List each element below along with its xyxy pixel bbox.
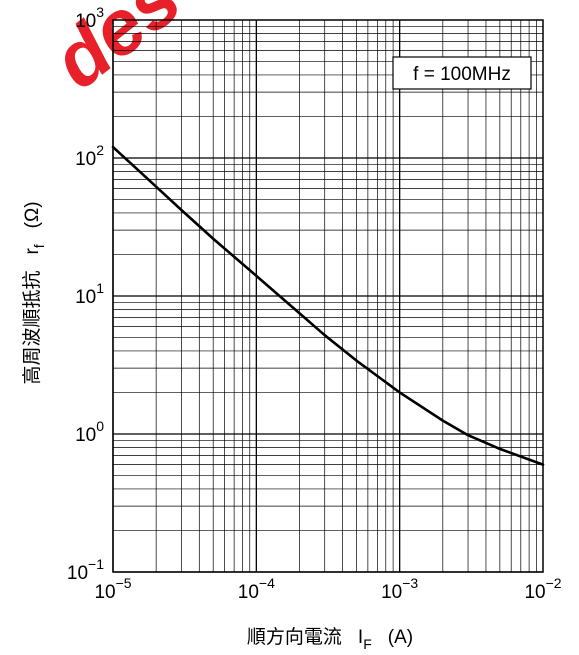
x-tick-label: 10−5 [94, 575, 131, 603]
x-axis-unit: (A) [388, 627, 413, 648]
x-tick-label: 10−4 [238, 575, 275, 603]
annotation-frame [392, 56, 532, 90]
annotation-text: f = 100MHz [413, 64, 511, 85]
x-axis-symbol: I [358, 627, 363, 648]
x-axis-label-text: 順方向電流 [247, 626, 342, 648]
x-tick-labels: 10−5 10−4 10−3 10−2 [94, 575, 561, 603]
y-axis-label: 高周波順抵抗 rf (Ω) [21, 201, 47, 384]
y-axis-symbol-sub: f [31, 244, 47, 248]
x-tick-label: 10−3 [381, 575, 418, 603]
series-line-0 [111, 145, 545, 466]
y-tick-label: 103 [75, 4, 104, 32]
plot-frame [112, 19, 544, 573]
y-tick-labels: 10−1 100 101 102 103 [67, 4, 104, 584]
y-tick-label: 100 [75, 418, 104, 446]
y-tick-label: 102 [75, 142, 104, 170]
y-axis-unit: (Ω) [22, 201, 43, 228]
y-tick-label: 101 [75, 280, 104, 308]
y-tick-label: 10−1 [67, 556, 104, 584]
watermark: des [36, 0, 196, 105]
series-layer [111, 145, 545, 466]
x-tick-label: 10−2 [524, 575, 561, 603]
annotation-box: f = 100MHz [392, 56, 532, 90]
y-axis-symbol: r [22, 248, 43, 255]
x-axis-label: 順方向電流 IF (A) [247, 626, 413, 652]
x-axis-symbol-sub: F [363, 636, 372, 652]
watermark-text: des [36, 0, 196, 105]
y-axis-label-text: 高周波順抵抗 [21, 271, 43, 385]
